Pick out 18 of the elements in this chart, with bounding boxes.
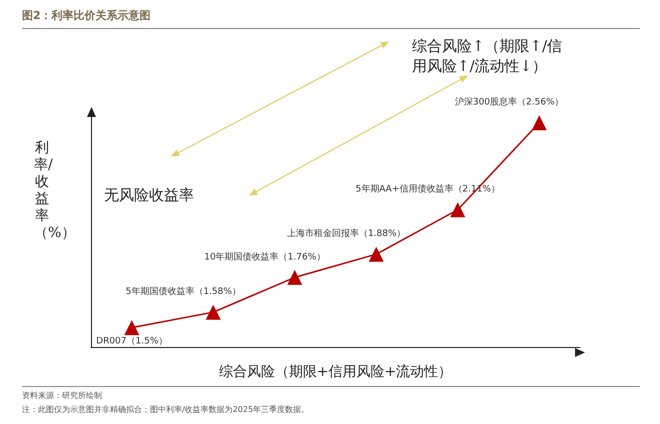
x-axis-title: 综合风险（期限+信用风险+流动性） xyxy=(218,364,452,380)
point xyxy=(368,246,384,262)
point xyxy=(532,115,547,130)
annotation: 无风险收益率 xyxy=(104,186,194,205)
text: 综合风险↑（期限↑/信用风险↑/流动性↓） xyxy=(412,36,564,76)
y-axis-title: 利率/收益率（%） xyxy=(34,140,76,242)
chart-title: 图2：利率比价关系示意图 xyxy=(22,8,151,23)
point xyxy=(206,304,221,320)
data-label: 10年期国债收益率（1.76%） xyxy=(204,251,326,262)
point xyxy=(287,270,302,285)
point xyxy=(450,202,466,218)
text: 资料来源：研究所绘制 xyxy=(22,390,102,401)
data-label: 沪深300股息率（2.56%） xyxy=(454,96,564,108)
text: 注：此图仅为示意图并非精确拟合；图中利率/收益率数据为2025年三季度数据。 xyxy=(22,404,310,415)
data-label: DR007（1.5%） xyxy=(96,336,168,347)
point xyxy=(124,320,140,336)
data-label: 5年期国债收益率（1.58%） xyxy=(126,286,241,298)
data-label: 上海市租金回报率（1.88%） xyxy=(286,228,406,240)
